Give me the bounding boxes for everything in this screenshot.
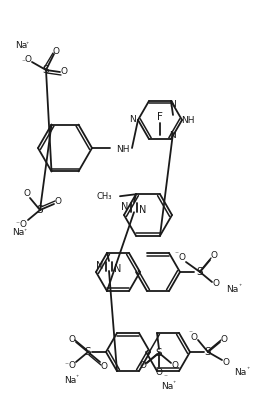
Text: N: N [96,261,104,271]
Text: S: S [85,347,91,357]
Text: ⁻: ⁻ [21,58,25,67]
Text: O: O [139,361,147,370]
Text: ⁻: ⁻ [163,372,167,381]
Text: O: O [24,55,32,65]
Text: O: O [213,279,219,289]
Text: O: O [20,219,26,229]
Text: O: O [223,358,229,367]
Text: S: S [205,347,211,357]
Text: S: S [43,65,49,75]
Text: O: O [55,198,61,206]
Text: O: O [60,67,68,76]
Text: F: F [157,112,163,122]
Text: Na: Na [234,367,246,376]
Text: O: O [171,361,179,370]
Text: ⁺: ⁺ [247,367,250,372]
Text: S: S [197,267,203,277]
Text: N: N [139,205,147,215]
Text: ⁺: ⁺ [24,229,27,234]
Text: ⁺: ⁺ [76,374,79,379]
Text: ⁻: ⁻ [174,249,178,259]
Text: O: O [68,335,76,344]
Text: N: N [114,264,122,274]
Text: ⁻: ⁻ [64,360,68,369]
Text: O: O [220,335,227,344]
Text: S: S [156,348,162,358]
Text: NH: NH [181,116,195,125]
Text: N: N [170,100,176,109]
Text: CH₃: CH₃ [96,192,112,201]
Text: ⁻: ⁻ [15,219,19,229]
Text: N: N [130,115,136,125]
Text: N: N [121,202,129,212]
Text: O: O [52,46,60,55]
Text: N: N [170,131,176,140]
Text: O: O [210,252,218,261]
Text: S: S [37,205,43,215]
Text: O: O [68,360,76,369]
Text: O: O [156,368,162,377]
Text: ⁺: ⁺ [173,381,176,386]
Text: Na: Na [226,286,238,295]
Text: ⁺: ⁺ [239,284,242,289]
Text: Na: Na [161,383,173,391]
Text: ⁺: ⁺ [26,42,29,47]
Text: NH: NH [116,145,130,153]
Text: Na: Na [12,228,24,236]
Text: O: O [100,362,108,370]
Text: O: O [191,332,197,342]
Text: O: O [24,189,30,198]
Text: O: O [179,254,186,263]
Text: ⁻: ⁻ [188,328,192,337]
Text: Na: Na [15,41,27,49]
Text: Na: Na [64,376,76,385]
